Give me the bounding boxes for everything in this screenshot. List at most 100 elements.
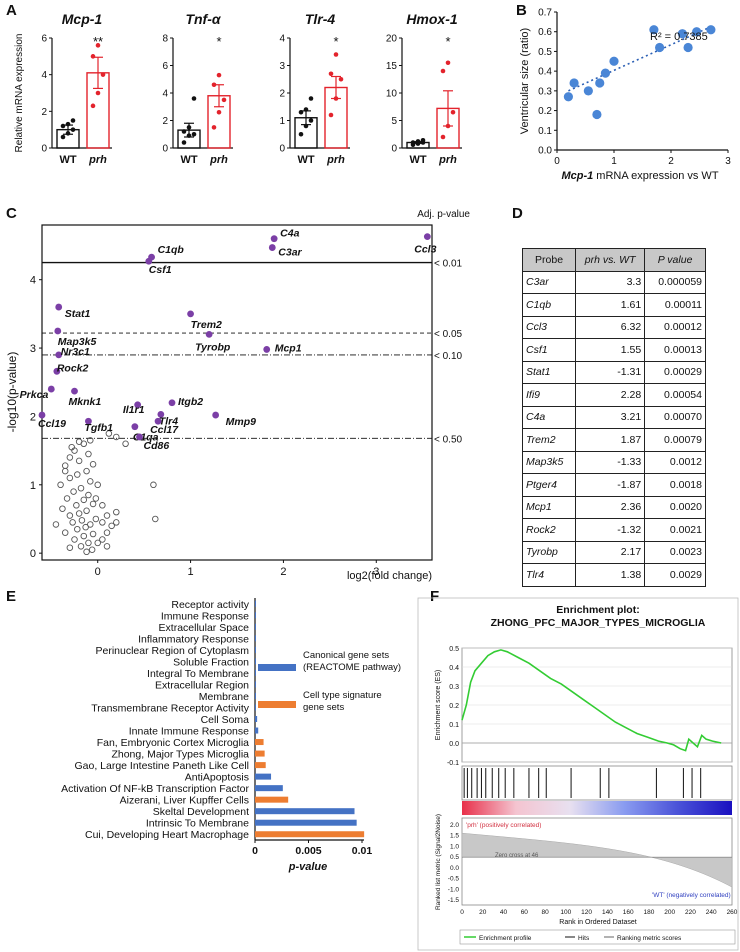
term-label: Cell Soma bbox=[201, 714, 250, 726]
gene-label-mcp1: Mcp1 bbox=[275, 342, 302, 354]
data-point bbox=[221, 97, 227, 103]
metric-tick-label: -0.5 bbox=[448, 876, 460, 883]
table-cell-pvalue: 0.00013 bbox=[644, 338, 706, 362]
x-tick-label: 1 bbox=[611, 156, 617, 167]
gene-label-rock2: Rock2 bbox=[57, 362, 89, 374]
gene-point bbox=[69, 519, 76, 526]
table-row: Csf1 1.55 0.00013 bbox=[522, 338, 706, 362]
table-cell-probe: C3ar bbox=[522, 271, 576, 294]
category-label: prh bbox=[438, 154, 457, 166]
table-row: Ifi9 2.28 0.00054 bbox=[522, 383, 706, 407]
gsea-x-tick-label: 40 bbox=[500, 909, 508, 916]
gene-point bbox=[85, 450, 92, 458]
data-point bbox=[600, 68, 611, 78]
gene-point bbox=[105, 430, 113, 437]
y-tick-label: 4 bbox=[162, 89, 168, 100]
y-tick-label: 0.7 bbox=[538, 8, 552, 19]
category-label: WT bbox=[180, 154, 197, 166]
table-cell-pvalue: 0.0023 bbox=[644, 541, 706, 564]
gsea-x-tick-label: 0 bbox=[460, 909, 464, 916]
table-cell-probe: Ifi9 bbox=[522, 383, 576, 407]
table-cell-probe: C4a bbox=[522, 406, 576, 429]
gsea-x-tick-label: 120 bbox=[581, 909, 592, 916]
gene-point bbox=[113, 519, 120, 526]
gsea-x-tick-label: 140 bbox=[602, 909, 613, 916]
chart-title: Hmox-1 bbox=[406, 11, 458, 27]
gene-point bbox=[113, 433, 120, 441]
data-point bbox=[60, 134, 66, 140]
table-cell-fold: -1.87 bbox=[575, 473, 646, 497]
data-point bbox=[191, 131, 197, 137]
gene-point bbox=[89, 530, 97, 538]
gene-point bbox=[80, 440, 88, 448]
y-tick-label: 1 bbox=[30, 480, 36, 492]
gene-point bbox=[80, 532, 88, 540]
table-cell-fold: 1.87 bbox=[575, 428, 646, 452]
es-tick-label: 0.3 bbox=[449, 684, 459, 691]
data-point bbox=[308, 96, 314, 101]
y-tick-label: 2 bbox=[162, 116, 168, 127]
table-cell-fold: 2.17 bbox=[575, 541, 646, 564]
data-point bbox=[65, 121, 71, 127]
y-tick-label: 4 bbox=[30, 275, 36, 287]
data-point bbox=[181, 129, 187, 134]
gene-label-ccl17: Ccl17 bbox=[150, 424, 179, 436]
gene-point-tyrobp bbox=[205, 330, 213, 338]
es-axis-label: Enrichment score (ES) bbox=[435, 670, 442, 740]
gene-label-itgb2: Itgb2 bbox=[178, 396, 203, 408]
metric-tick-label: 0.0 bbox=[450, 865, 459, 872]
gsea-x-tick-label: 180 bbox=[643, 909, 654, 916]
table-cell-probe: Csf1 bbox=[522, 338, 576, 362]
bar-canonical bbox=[255, 773, 272, 780]
hits-frame bbox=[461, 765, 733, 801]
table-cell-probe: Ccl3 bbox=[522, 316, 576, 339]
y-tick-label: 0.3 bbox=[538, 86, 552, 97]
y-tick-label: 0 bbox=[162, 144, 168, 155]
gene-point-ccl19 bbox=[38, 411, 46, 419]
table-row: Rock2 -1.32 0.0021 bbox=[522, 518, 706, 542]
term-label: AntiApoptosis bbox=[185, 772, 249, 784]
table-cell-probe: C1qb bbox=[522, 293, 576, 317]
term-label: Transmembrane Receptor Activity bbox=[91, 702, 250, 714]
term-label: Gao, Large Intestine Paneth Like Cell bbox=[74, 760, 249, 772]
term-label: Cui, Developing Heart Macrophage bbox=[85, 829, 249, 841]
gene-point bbox=[103, 529, 111, 536]
table-header-row: Probe prh vs. WT P value bbox=[522, 248, 706, 272]
gene-label-trem2: Trem2 bbox=[191, 319, 222, 331]
metric-tick-label: -1.5 bbox=[448, 897, 460, 904]
gene-point bbox=[89, 500, 97, 508]
gsea-x-tick-label: 220 bbox=[685, 909, 696, 916]
metric-tick-label: 1.5 bbox=[450, 833, 459, 840]
table-cell-fold: 3.3 bbox=[575, 271, 646, 294]
panel-label-f: F bbox=[430, 588, 440, 605]
gene-point bbox=[80, 496, 88, 504]
data-point bbox=[90, 54, 96, 59]
x-tick-label: 1 bbox=[188, 566, 194, 578]
category-label: WT bbox=[297, 154, 314, 166]
gene-point bbox=[75, 457, 83, 465]
es-tick-label: 0.5 bbox=[449, 646, 459, 653]
gene-label-mknk1: Mknk1 bbox=[69, 396, 102, 408]
gene-point-il1r1 bbox=[134, 401, 142, 409]
significance-mark: * bbox=[333, 34, 338, 49]
gene-point bbox=[73, 502, 80, 509]
gene-point-mcp1 bbox=[263, 346, 271, 353]
gene-label-mmp9: Mmp9 bbox=[226, 416, 256, 428]
es-tick-label: 0.2 bbox=[449, 703, 459, 710]
bar-celltype bbox=[255, 796, 289, 803]
chart-title: Tnf-α bbox=[185, 11, 221, 27]
gene-point bbox=[63, 495, 71, 502]
table-cell-fold: -1.32 bbox=[575, 518, 646, 542]
data-point bbox=[569, 78, 579, 88]
gene-label-c4a: C4a bbox=[280, 228, 299, 240]
metric-tick-label: 2.0 bbox=[450, 822, 459, 829]
table-cell-pvalue: 0.0020 bbox=[644, 496, 706, 519]
data-point bbox=[655, 42, 665, 53]
y-tick-label: 0.4 bbox=[538, 67, 552, 78]
y-axis-label: Ventricular size (ratio) bbox=[519, 28, 531, 134]
term-label: Immune Response bbox=[161, 610, 249, 622]
data-point bbox=[445, 60, 451, 66]
gsea-x-tick-label: 260 bbox=[727, 909, 738, 916]
table-cell-pvalue: 0.00079 bbox=[644, 428, 706, 452]
table-cell-fold: 2.36 bbox=[575, 496, 646, 519]
